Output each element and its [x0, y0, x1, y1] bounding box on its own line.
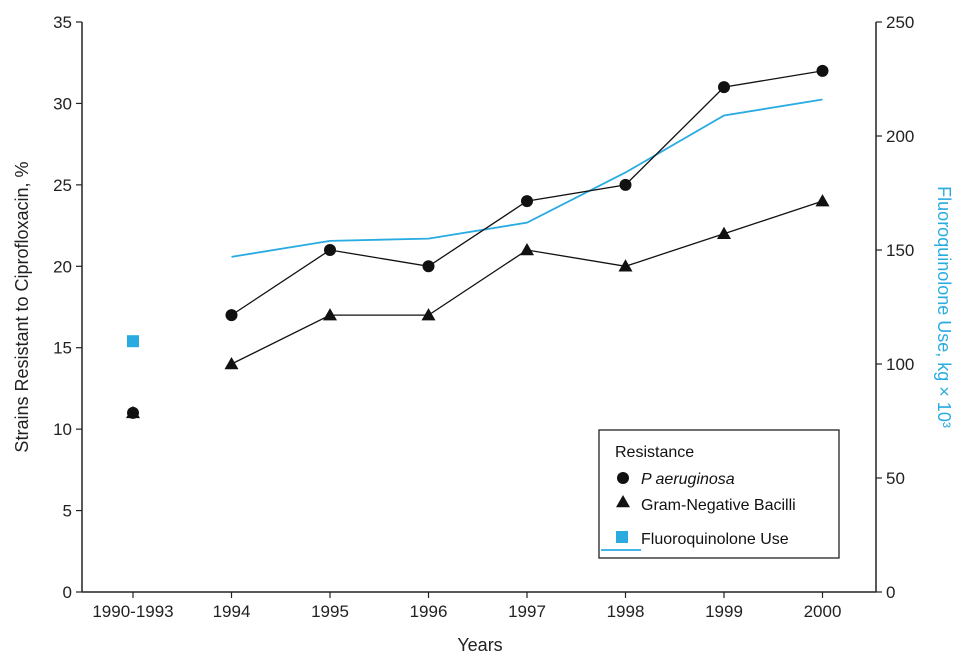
y-left-tick-label: 35 [53, 13, 72, 32]
y-right-tick-label: 0 [886, 583, 895, 602]
y-left-tick-label: 10 [53, 420, 72, 439]
legend-marker-p-aeruginosa [617, 472, 629, 484]
x-tick-label: 2000 [804, 602, 842, 621]
y-left-tick-label: 15 [53, 339, 72, 358]
y-axis-left-title: Strains Resistant to Ciprofloxacin, % [12, 161, 32, 452]
legend-box [598, 429, 840, 559]
x-tick-label: 1996 [410, 602, 448, 621]
point-p-aeruginosa [225, 309, 238, 322]
x-tick-label: 1994 [213, 602, 251, 621]
series-line-p-aeruginosa [231, 70, 823, 316]
x-tick-label: 1999 [705, 602, 743, 621]
y-left-tick-label: 30 [53, 94, 72, 113]
point-p-aeruginosa [324, 244, 336, 256]
point-gram-negative [421, 308, 436, 321]
point-gram-negative [520, 243, 534, 256]
point-p-aeruginosa [619, 178, 632, 191]
legend-marker-gram-negative [616, 495, 630, 508]
legend-title: Resistance [615, 444, 694, 461]
y-axis-right-title: Fluoroquinolone Use, kg × 10³ [934, 186, 954, 428]
x-tick-label: 1998 [607, 602, 645, 621]
y-right-tick-label: 150 [886, 241, 914, 260]
point-gram-negative [323, 308, 337, 321]
point-gram-negative [815, 194, 830, 207]
point-p-aeruginosa [422, 260, 435, 273]
y-left-tick-label: 0 [63, 583, 72, 602]
x-tick-label: 1997 [508, 602, 546, 621]
point-gram-negative [618, 259, 633, 272]
y-right-tick-label: 200 [886, 127, 914, 146]
legend-label-p-aeruginosa: P aeruginosa [641, 471, 735, 488]
y-left-tick-label: 20 [53, 257, 72, 276]
point-p-aeruginosa [816, 64, 829, 77]
point-gram-negative [126, 405, 140, 419]
series-line-gram-negative [231, 200, 823, 365]
point-gram-negative [224, 357, 239, 370]
point-gram-negative [717, 226, 731, 239]
series-line-fluoroquinolone [231, 98, 823, 258]
y-right-tick-label: 100 [886, 355, 914, 374]
point-p-aeruginosa [521, 195, 533, 208]
point-p-aeruginosa [718, 81, 730, 94]
legend-label-gram-negative: Gram-Negative Bacilli [641, 497, 796, 514]
y-right-tick-label: 50 [886, 469, 905, 488]
x-tick-label: 1990-1993 [92, 602, 173, 621]
legend-label-fluoroquinolone: Fluoroquinolone Use [641, 531, 789, 548]
y-right-tick-label: 250 [886, 13, 914, 32]
point-fluoroquinolone-1990-1993 [127, 335, 139, 348]
x-tick-label: 1995 [311, 602, 349, 621]
x-axis-title: Years [457, 635, 502, 655]
legend-marker-fluoroquinolone-square [616, 531, 628, 543]
y-left-tick-label: 25 [53, 176, 72, 195]
y-left-tick-label: 5 [63, 502, 72, 521]
